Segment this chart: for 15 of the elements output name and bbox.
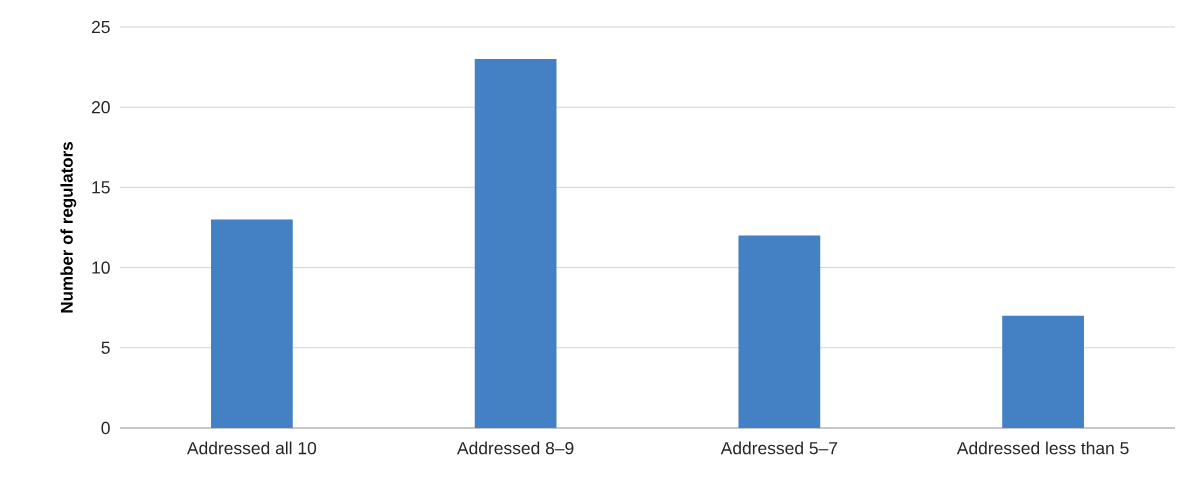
x-tick-label: Addressed 5–7 bbox=[720, 441, 838, 455]
bar bbox=[474, 59, 557, 428]
y-tick-label: 5 bbox=[101, 341, 110, 354]
y-tick-label: 0 bbox=[101, 421, 110, 435]
bar bbox=[210, 219, 293, 428]
y-tick-label: 20 bbox=[91, 101, 110, 114]
x-tick-label: Addressed 8–9 bbox=[457, 441, 574, 455]
y-axis-title: Number of regulators bbox=[60, 142, 77, 313]
y-tick-label: 10 bbox=[92, 261, 110, 274]
y-tick-label: 15 bbox=[92, 181, 110, 194]
x-tick-label: Addressed less than 5 bbox=[956, 441, 1129, 455]
x-tick-label: Addressed all 10 bbox=[186, 441, 317, 455]
bar bbox=[738, 235, 821, 428]
y-tick-label: 25 bbox=[91, 20, 110, 34]
bar bbox=[1002, 315, 1084, 428]
